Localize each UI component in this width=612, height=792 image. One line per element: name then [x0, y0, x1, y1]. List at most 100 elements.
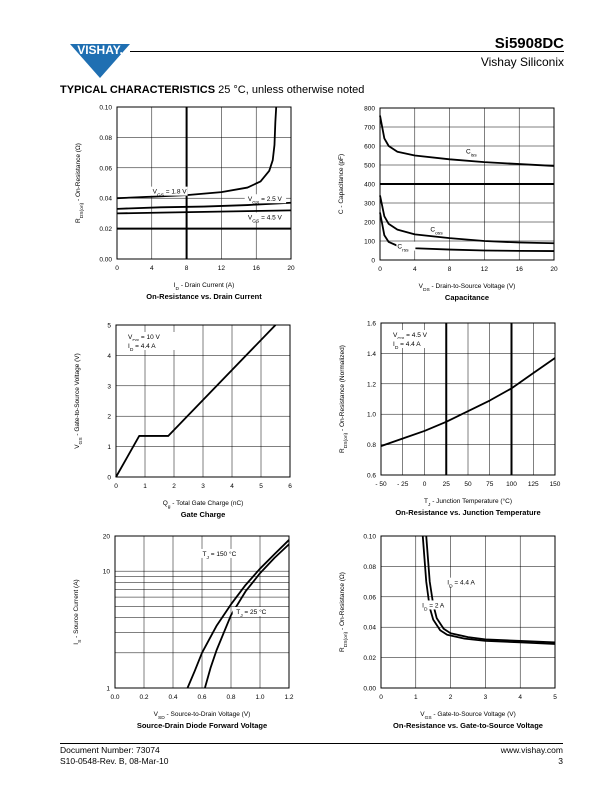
y-tick-label: 400 [364, 182, 375, 189]
x-tick-label: 25 [443, 481, 451, 488]
series-line [115, 324, 277, 478]
section-title-rest: 25 °C, unless otherwise noted [218, 84, 365, 96]
series-label: Crss [397, 244, 409, 254]
x-tick-label: 0 [115, 265, 119, 272]
y-axis-label: RDS(on) - On-Resistance (Ω) [75, 143, 85, 223]
chart-c6: 0 1 2 3 4 5 0.00 0.02 0.04 0.06 0.08 0.10 VGS - Gate… [339, 534, 557, 731]
y-tick-label: 0.04 [99, 196, 112, 203]
y-tick-label: 0.06 [363, 594, 376, 601]
chart-title: Gate Charge [181, 510, 226, 519]
series-line [380, 357, 556, 447]
y-tick-label: 200 [364, 220, 375, 227]
series-label: Coss [430, 227, 443, 237]
x-tick-label: 125 [528, 481, 539, 488]
series-label: ID = 2 A [422, 602, 445, 612]
chart-title: On-Resistance vs. Drain Current [146, 292, 262, 301]
x-tick-label: 16 [516, 266, 524, 273]
plot-frame [379, 107, 555, 261]
y-tick-label: 2 [107, 414, 111, 421]
y-tick-label: 1 [106, 686, 110, 693]
y-tick-label: 0.8 [367, 442, 376, 449]
series-label: VGS = 1.8 V [153, 189, 188, 199]
chart-c4: - 50 - 25 0 25 50 75 100 125 150 0.6 0.8 1.0 1.2 1.4 1… [339, 321, 561, 518]
y-tick-label: 1.6 [367, 321, 376, 328]
series-line [204, 543, 290, 689]
x-tick-label: 75 [486, 481, 494, 488]
series-line [116, 209, 292, 215]
y-tick-label: 20 [103, 534, 111, 541]
x-tick-label: 2 [449, 694, 453, 701]
y-tick-label: 0.6 [367, 473, 376, 480]
series-label: VGS = 4.5 V [248, 214, 283, 224]
annotation: VDS = 10 V [128, 334, 161, 344]
series-label-bg [146, 186, 188, 196]
x-tick-label: 50 [464, 481, 472, 488]
y-tick-label: 0.02 [363, 655, 376, 662]
chart-c3: 0 1 2 3 4 5 6 0 1 2 3 4 5 Qg - Total Gate Charge (nC)… [74, 323, 292, 520]
series-line [379, 115, 555, 167]
section-title: TYPICAL CHARACTERISTICS 25 °C, unless ot… [60, 84, 364, 96]
x-tick-label: 4 [518, 694, 522, 701]
section-title-bold: TYPICAL CHARACTERISTICS [60, 84, 216, 96]
y-axis-label: RDS(on) - On-Resistance (Normalized) [339, 345, 349, 453]
header-rule [130, 51, 564, 52]
x-tick-label: 0.2 [139, 694, 148, 701]
series-line [425, 535, 556, 644]
annotation-bg [124, 332, 176, 341]
y-tick-label: 700 [364, 125, 375, 132]
x-tick-label: - 50 [375, 481, 387, 488]
page-number: 3 [558, 756, 563, 766]
x-tick-label: 1 [143, 483, 147, 490]
y-axis-label: C - Capacitance (pF) [338, 154, 345, 214]
x-tick-label: 12 [481, 266, 489, 273]
x-tick-label: 5 [553, 694, 557, 701]
series-label: Ciss [466, 149, 477, 159]
y-tick-label: 100 [364, 239, 375, 246]
x-tick-label: 2 [172, 483, 176, 490]
plot-frame [114, 535, 290, 689]
annotation-bg [389, 339, 441, 348]
y-axis-label: VGS - Gate-to-Source Voltage (V) [74, 353, 84, 449]
y-tick-label: 300 [364, 201, 375, 208]
x-axis-label: VDS - Drain-to-Source Voltage (V) [419, 283, 516, 293]
y-tick-label: 0.08 [99, 135, 112, 142]
series-label-bg [417, 600, 450, 610]
series-line [116, 106, 278, 200]
series-line [379, 195, 555, 245]
y-tick-label: 0.10 [99, 105, 112, 112]
company-name: Vishay Siliconix [480, 55, 564, 69]
x-tick-label: 0 [114, 483, 118, 490]
series-label: TJ = 25 °C [236, 608, 266, 619]
y-tick-label: 0.10 [363, 534, 376, 541]
y-tick-label: 0.02 [99, 226, 112, 233]
revision: S10-0548-Rev. B, 08-Mar-10 [60, 756, 169, 766]
x-tick-label: 20 [550, 266, 558, 273]
x-tick-label: 6 [288, 483, 292, 490]
x-tick-label: 150 [550, 481, 561, 488]
x-axis-label: VSD - Source-to-Drain Voltage (V) [154, 711, 251, 721]
y-tick-label: 0.04 [363, 625, 376, 632]
x-tick-label: 3 [201, 483, 205, 490]
y-tick-label: 5 [107, 323, 111, 330]
x-tick-label: 8 [448, 266, 452, 273]
y-tick-label: 600 [364, 144, 375, 151]
x-tick-label: 0.4 [168, 694, 177, 701]
chart-c1: 0 4 8 12 16 20 0.00 0.02 0.04 0.06 0.08 0.10 ID - Dr… [75, 105, 295, 302]
x-tick-label: 0 [379, 694, 383, 701]
y-tick-label: 10 [103, 569, 111, 576]
annotation: ID = 4.4 A [128, 343, 156, 353]
series-label-bg [396, 241, 416, 251]
y-tick-label: 0.08 [363, 564, 376, 571]
x-axis-label: TJ - Junction Temperature (°C) [424, 497, 512, 508]
series-label-bg [462, 146, 482, 156]
x-tick-label: 16 [253, 265, 261, 272]
y-tick-label: 500 [364, 163, 375, 170]
footer-rule [60, 743, 563, 744]
x-tick-label: 1.0 [255, 694, 264, 701]
x-tick-label: 0 [423, 481, 427, 488]
series-label: ID = 4.4 A [447, 580, 475, 590]
series-label-bg [232, 606, 271, 616]
series-label: VGS = 2.5 V [248, 196, 283, 206]
x-tick-label: 4 [230, 483, 234, 490]
